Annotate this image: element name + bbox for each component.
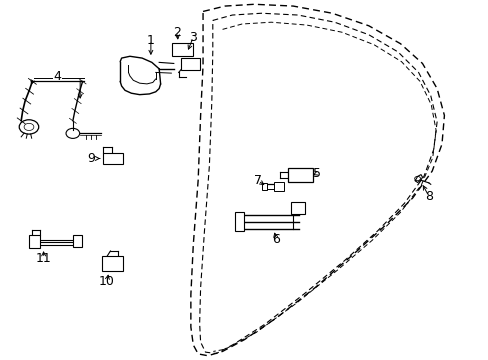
FancyBboxPatch shape [290,202,305,214]
Text: 4: 4 [53,69,61,82]
FancyBboxPatch shape [103,153,122,164]
FancyBboxPatch shape [102,256,122,271]
Text: 11: 11 [36,252,51,265]
Text: 10: 10 [99,275,115,288]
Text: 3: 3 [189,31,197,44]
FancyBboxPatch shape [288,168,312,182]
FancyBboxPatch shape [73,235,81,247]
Text: 7: 7 [254,174,262,187]
FancyBboxPatch shape [273,182,284,191]
Text: 1: 1 [146,33,155,47]
Text: 6: 6 [272,233,280,246]
FancyBboxPatch shape [29,234,40,248]
FancyBboxPatch shape [262,183,266,190]
Text: 5: 5 [312,167,320,180]
Text: 9: 9 [87,152,95,165]
FancyBboxPatch shape [172,42,192,56]
Text: 8: 8 [424,190,432,203]
FancyBboxPatch shape [234,212,243,231]
Text: 2: 2 [173,26,181,39]
FancyBboxPatch shape [181,58,199,69]
